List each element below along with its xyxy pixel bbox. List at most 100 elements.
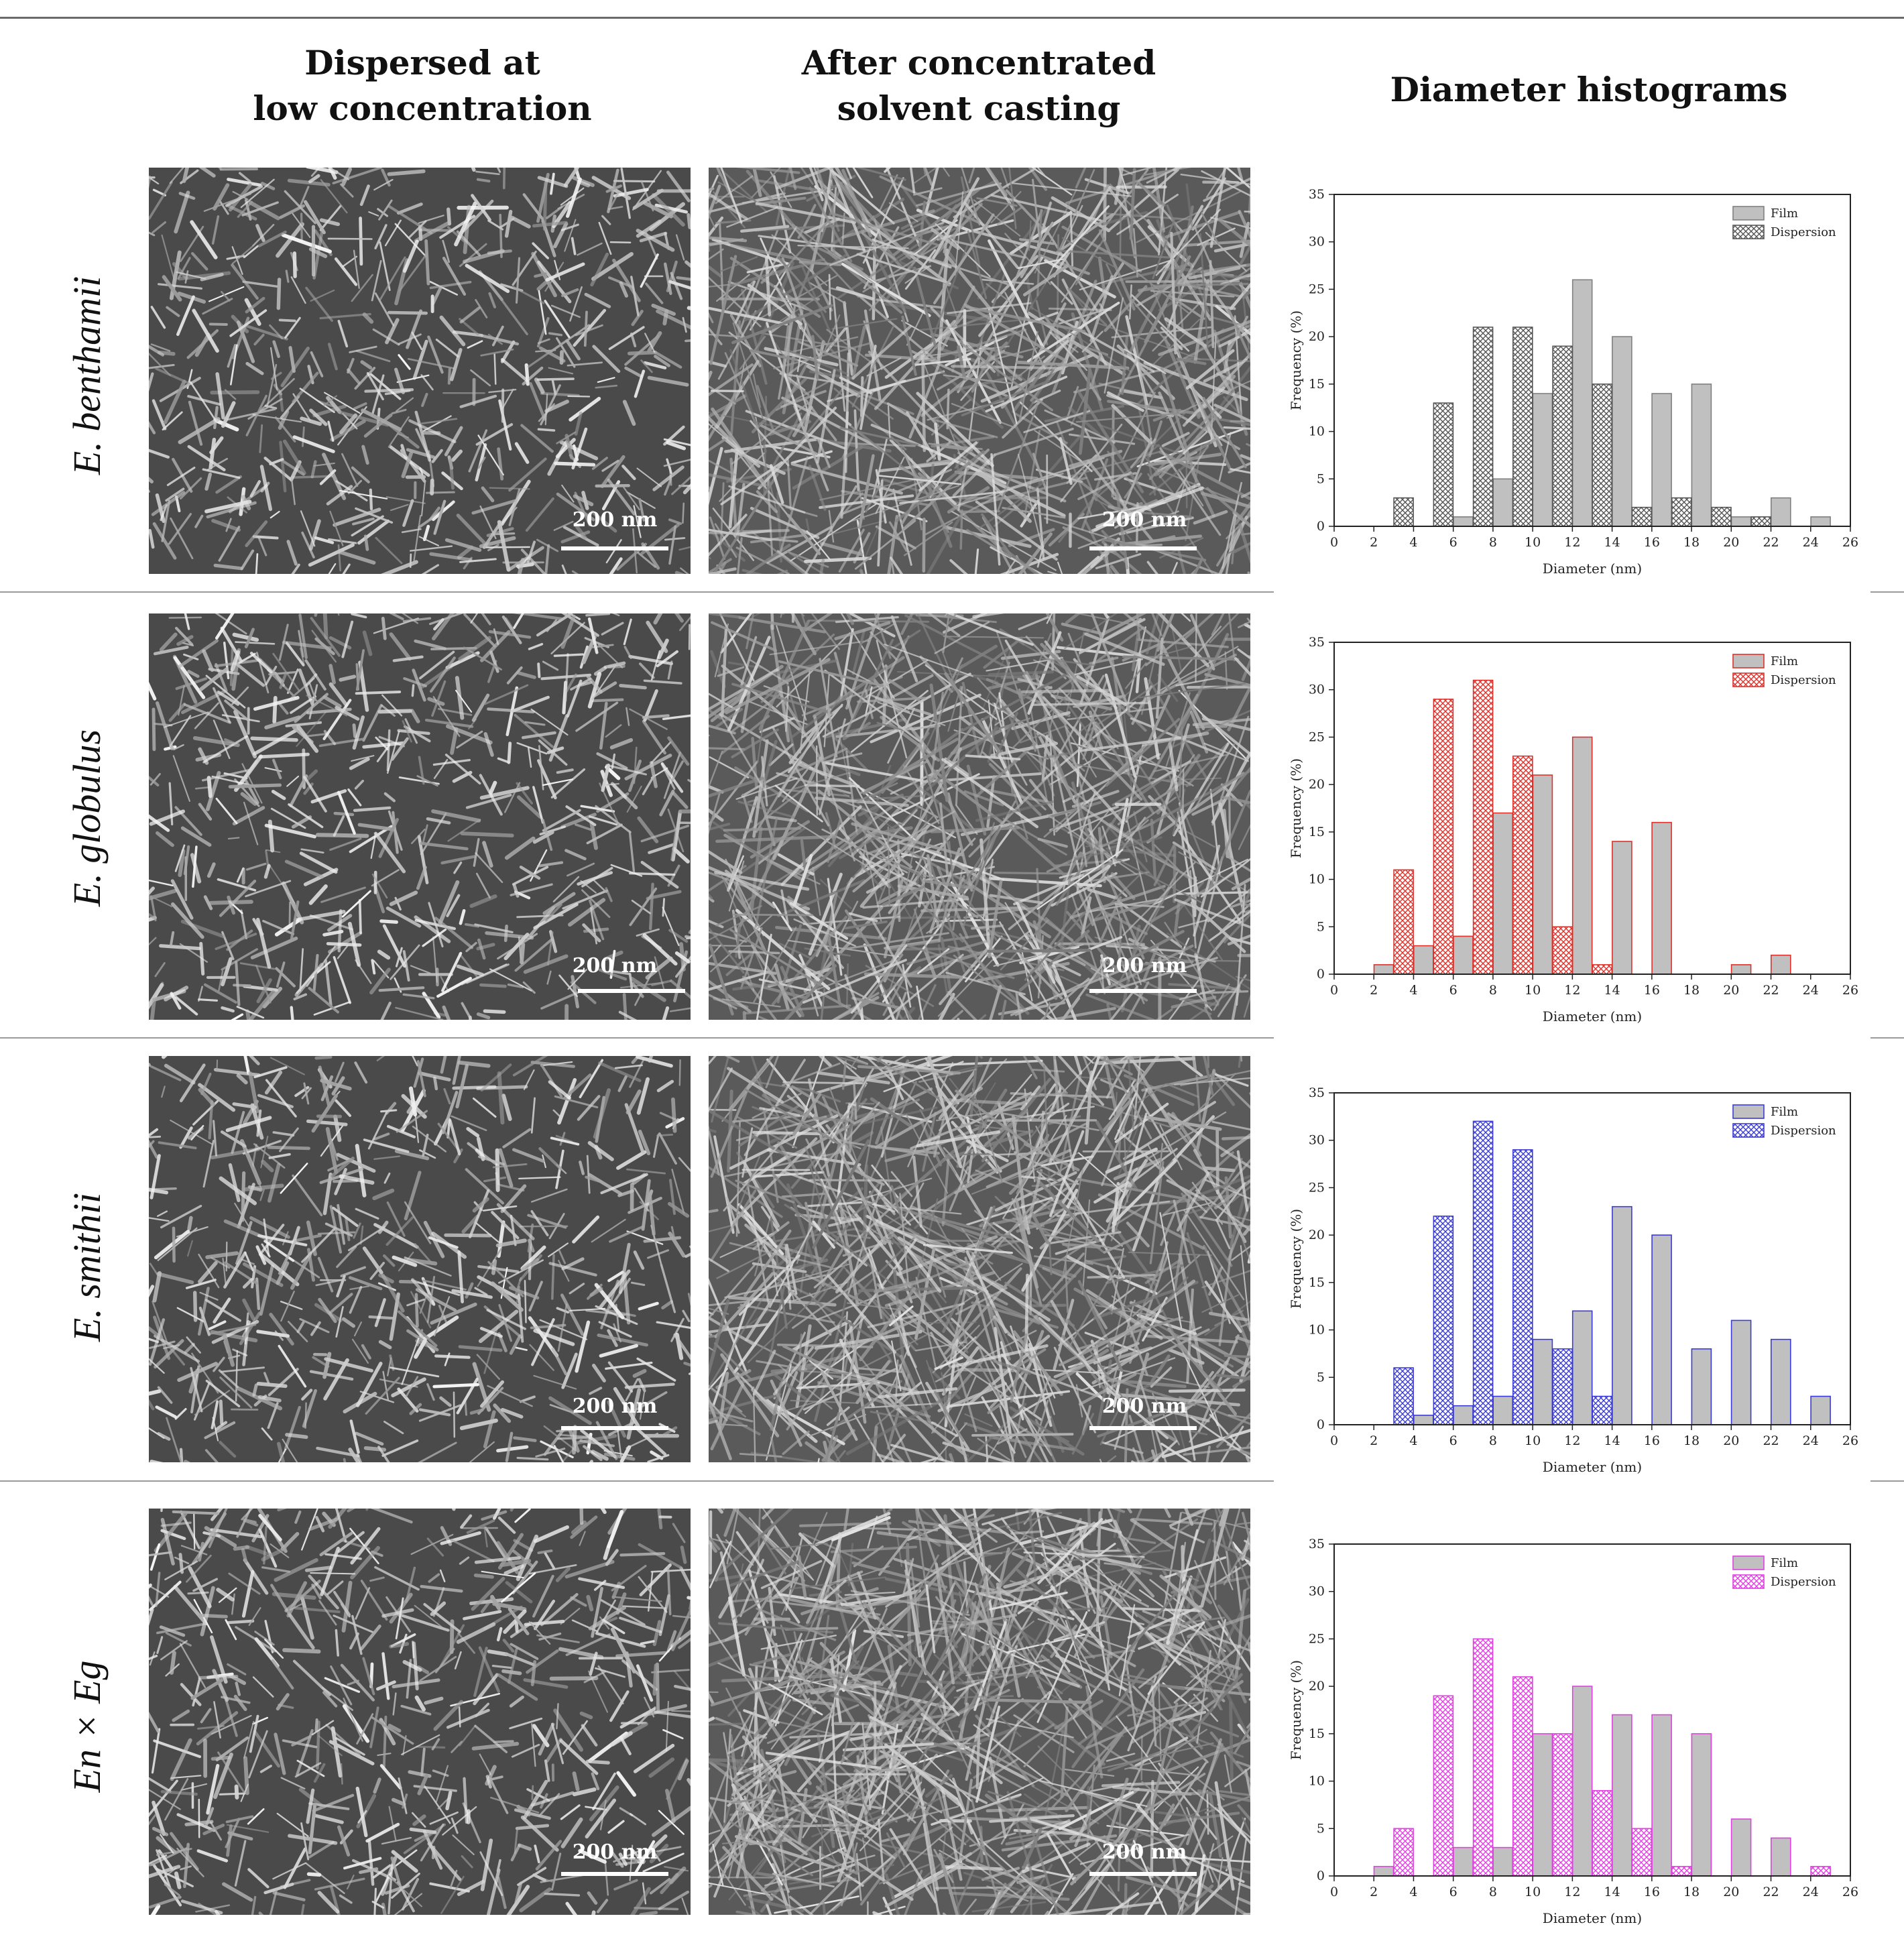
bar: [1453, 1848, 1473, 1876]
x-tick-label: 2: [1370, 983, 1378, 998]
y-tick-label: 0: [1317, 967, 1325, 982]
y-tick-label: 0: [1317, 1869, 1325, 1883]
x-tick-label: 8: [1489, 1433, 1497, 1448]
bar: [1394, 1828, 1413, 1876]
x-tick-label: 14: [1604, 983, 1620, 998]
x-axis-label: Diameter (nm): [1543, 1459, 1642, 1475]
bar: [1732, 965, 1751, 974]
bar: [1394, 870, 1413, 974]
bar: [1453, 936, 1473, 974]
column-header-cast-line2: solvent casting: [778, 86, 1180, 131]
x-tick-label: 26: [1842, 1885, 1858, 1899]
x-tick-label: 10: [1525, 1885, 1541, 1899]
bar: [1811, 1867, 1830, 1876]
bar: [1691, 1349, 1711, 1425]
x-tick-label: 18: [1683, 535, 1700, 550]
legend-label: Film: [1771, 207, 1798, 221]
x-tick-label: 14: [1604, 535, 1620, 550]
top-rule: [0, 17, 1904, 19]
x-tick-label: 22: [1763, 983, 1779, 998]
y-axis-label: Frequency (%): [1288, 310, 1304, 410]
bar: [1553, 927, 1572, 974]
x-tick-label: 0: [1330, 1885, 1338, 1899]
bar: [1474, 1121, 1493, 1425]
y-tick-label: 5: [1317, 471, 1325, 486]
bar: [1394, 1368, 1413, 1425]
bar: [1394, 498, 1413, 526]
legend-swatch: [1733, 673, 1764, 687]
row-label-hybrid: En × Eg: [60, 1525, 114, 1928]
bar: [1691, 384, 1711, 526]
x-tick-label: 0: [1330, 1433, 1338, 1448]
bar: [1712, 508, 1731, 526]
x-tick-label: 8: [1489, 983, 1497, 998]
bar: [1453, 1406, 1473, 1425]
bar: [1771, 955, 1791, 974]
y-tick-label: 15: [1309, 377, 1325, 392]
scale-bar: [561, 546, 668, 550]
x-tick-label: 18: [1683, 983, 1700, 998]
bar: [1533, 775, 1552, 974]
y-tick-label: 30: [1309, 683, 1325, 697]
legend-label: Dispersion: [1771, 1575, 1836, 1589]
x-tick-label: 12: [1564, 1885, 1580, 1899]
bar: [1433, 403, 1453, 526]
x-tick-label: 18: [1683, 1885, 1700, 1899]
bar: [1453, 517, 1473, 526]
x-tick-label: 26: [1842, 535, 1858, 550]
scale-bar-label: 200 nm: [1077, 1840, 1211, 1864]
y-tick-label: 10: [1309, 872, 1325, 887]
legend-swatch: [1733, 1556, 1764, 1570]
x-tick-label: 20: [1723, 1433, 1739, 1448]
x-tick-label: 22: [1763, 1885, 1779, 1899]
x-tick-label: 10: [1525, 983, 1541, 998]
y-tick-label: 35: [1309, 1085, 1325, 1100]
row-label-smithii: E. smithii: [60, 1066, 114, 1468]
x-tick-label: 6: [1449, 1885, 1457, 1899]
bar: [1771, 1340, 1791, 1425]
legend-swatch: [1733, 207, 1764, 220]
scale-bar-label: 200 nm: [1077, 1395, 1211, 1418]
bar: [1592, 1397, 1612, 1425]
scale-bar-label: 200 nm: [548, 508, 682, 532]
sem-image-hybrid-cast: 200 nm: [709, 1509, 1250, 1915]
sem-image-benthamii-dispersed: 200 nm: [149, 168, 691, 574]
x-tick-label: 8: [1489, 535, 1497, 550]
x-tick-label: 6: [1449, 535, 1457, 550]
column-header-dispersed-line1: Dispersed at: [221, 40, 623, 86]
bar: [1672, 1867, 1691, 1876]
sem-image-smithii-cast: 200 nm: [709, 1056, 1250, 1462]
x-tick-label: 24: [1803, 1885, 1819, 1899]
y-tick-label: 0: [1317, 519, 1325, 534]
scale-bar: [1089, 989, 1197, 993]
scale-bar-label: 200 nm: [1077, 954, 1211, 978]
y-tick-label: 5: [1317, 1821, 1325, 1836]
bar: [1573, 1311, 1592, 1425]
x-tick-label: 16: [1644, 1433, 1660, 1448]
legend-swatch: [1733, 1105, 1764, 1118]
y-tick-label: 35: [1309, 1537, 1325, 1551]
y-tick-label: 5: [1317, 919, 1325, 934]
x-tick-label: 14: [1604, 1885, 1620, 1899]
legend-label: Dispersion: [1771, 225, 1836, 239]
bar: [1513, 756, 1533, 974]
row-label-globulus: E. globulus: [60, 617, 114, 1019]
x-tick-label: 18: [1683, 1433, 1700, 1448]
bar: [1533, 394, 1552, 526]
x-tick-label: 2: [1370, 1885, 1378, 1899]
x-tick-label: 20: [1723, 1885, 1739, 1899]
bar: [1751, 517, 1771, 526]
bar: [1672, 498, 1691, 526]
scale-bar: [1089, 1872, 1197, 1876]
sem-image-hybrid-dispersed: 200 nm: [149, 1509, 691, 1915]
x-tick-label: 6: [1449, 1433, 1457, 1448]
column-header-cast-line1: After concentrated: [778, 40, 1180, 86]
y-tick-label: 25: [1309, 1631, 1325, 1646]
y-tick-label: 15: [1309, 1726, 1325, 1741]
x-tick-label: 4: [1409, 983, 1417, 998]
